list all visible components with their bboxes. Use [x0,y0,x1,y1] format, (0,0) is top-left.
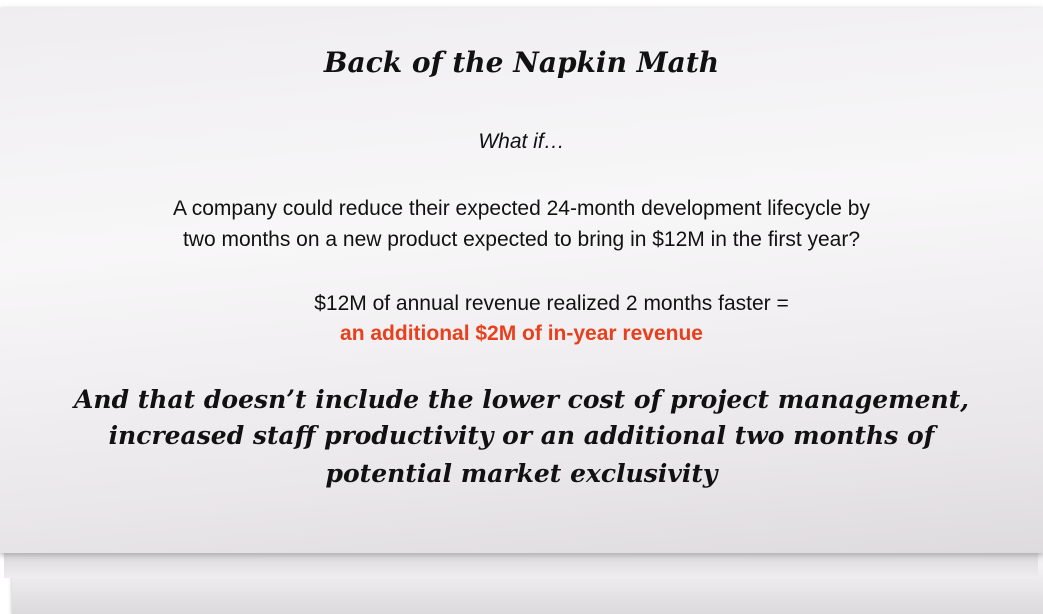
intro: What if… [478,130,565,153]
question-line: two months on a new product expected to … [182,228,861,251]
question-line: A company could reduce their expected 24… [173,197,870,220]
napkin-fold [4,548,1038,578]
closing-line: potential market exclusivity [325,459,718,488]
equation: $12M of annual revenue realized 2 months… [314,292,789,315]
napkin-sheet [0,8,1043,553]
result: an additional $2M of in-year revenue [340,322,703,345]
title: Back of the Napkin Math [323,46,720,79]
closing-line: increased staff productivity or an addit… [108,421,935,450]
closing-line: And that doesn’t include the lower cost … [74,385,969,414]
